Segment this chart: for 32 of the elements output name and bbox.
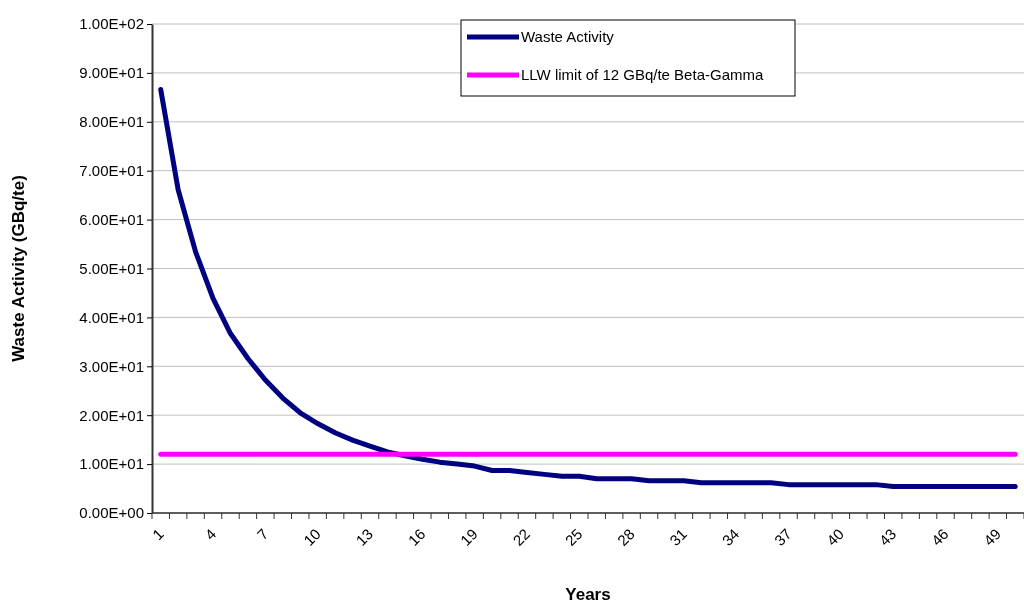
y-tick-label: 4.00E+01 [79, 308, 144, 326]
x-tick-label: 1 [148, 525, 167, 544]
x-axis-title: Years [565, 585, 611, 604]
y-axis-title: Waste Activity (GBq/te) [9, 175, 28, 362]
y-tick-label: 6.00E+01 [79, 210, 144, 228]
x-tick-label: 34 [718, 525, 743, 549]
y-tick-label: 1.00E+02 [79, 15, 144, 33]
x-tick-label: 49 [980, 525, 1004, 549]
y-tick-label: 5.00E+01 [79, 259, 144, 277]
x-tick-label: 19 [456, 525, 481, 549]
legend-label: Waste Activity [521, 28, 615, 45]
x-tick-label: 16 [404, 525, 429, 549]
x-tick-label: 10 [299, 525, 324, 549]
x-tick-label: 31 [666, 525, 691, 549]
x-tick-label: 22 [509, 525, 534, 549]
x-tick-label: 37 [770, 525, 795, 549]
x-tick-label: 7 [253, 525, 272, 544]
y-tick-label: 2.00E+01 [79, 406, 144, 424]
x-tick-label: 4 [201, 525, 220, 544]
y-tick-label: 8.00E+01 [79, 113, 144, 131]
y-tick-label: 3.00E+01 [79, 357, 144, 375]
y-tick-label: 0.00E+00 [79, 504, 144, 522]
x-tick-label: 28 [613, 525, 638, 549]
y-tick-label: 1.00E+01 [79, 455, 144, 473]
legend-label: LLW limit of 12 GBq/te Beta-Gamma [521, 66, 764, 83]
x-tick-label: 46 [927, 525, 952, 549]
x-tick-label: 43 [875, 525, 900, 549]
y-tick-label: 7.00E+01 [79, 162, 144, 179]
y-tick-label: 9.00E+01 [79, 64, 144, 82]
x-tick-label: 25 [561, 525, 586, 549]
x-tick-label: 13 [352, 525, 377, 549]
x-tick-label: 40 [823, 525, 847, 549]
